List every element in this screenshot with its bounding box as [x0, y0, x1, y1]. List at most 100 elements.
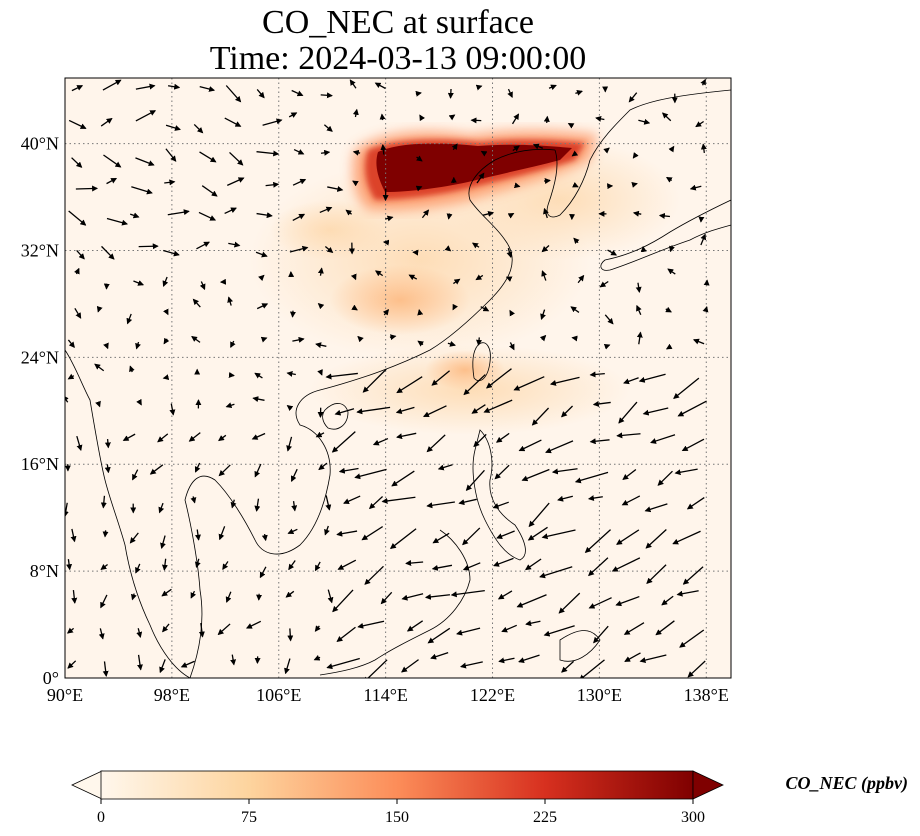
wind-arrow — [190, 496, 197, 504]
wind-arrow — [245, 620, 262, 629]
wind-arrow — [655, 620, 675, 636]
wind-arrow — [287, 628, 294, 642]
wind-arrow — [71, 157, 83, 168]
wind-arrow — [199, 85, 216, 92]
wind-arrow — [133, 280, 145, 286]
wind-arrow — [561, 660, 575, 673]
wind-arrow — [255, 251, 268, 258]
longitude-tick-label: 90°E — [47, 685, 83, 705]
latitude-tick-label: 40°N — [21, 134, 59, 154]
wind-arrow — [592, 400, 611, 407]
co-plume-core — [376, 143, 572, 192]
colorbar-extend-max — [692, 770, 724, 800]
latitude-tick-label: 32°N — [21, 240, 59, 260]
wind-arrow — [604, 314, 614, 325]
wind-arrow — [162, 623, 170, 633]
wind-arrow — [700, 233, 707, 246]
wind-arrow — [317, 302, 325, 310]
wind-arrow — [224, 117, 242, 127]
wind-arrow — [650, 434, 676, 444]
wind-arrow — [578, 659, 605, 678]
wind-arrow — [544, 177, 551, 184]
coastline-japan — [600, 199, 731, 271]
wind-arrow — [485, 368, 512, 389]
wind-arrow — [689, 184, 702, 191]
coastline-borneo — [319, 529, 471, 676]
wind-arrow — [67, 373, 75, 380]
wind-arrow — [71, 590, 78, 604]
wind-arrow — [292, 336, 305, 343]
wind-arrow — [532, 143, 544, 150]
wind-arrow — [162, 276, 169, 287]
wind-arrow — [470, 117, 482, 124]
wind-arrow — [640, 245, 647, 253]
wind-arrow — [265, 181, 280, 188]
wind-arrow — [102, 79, 122, 91]
wind-arrow — [106, 177, 118, 185]
wind-arrow — [292, 178, 307, 186]
wind-arrow — [471, 404, 486, 414]
wind-arrow — [501, 624, 517, 633]
wind-arrow — [256, 150, 280, 157]
wind-arrow — [68, 210, 87, 226]
wind-arrow — [199, 281, 206, 291]
wind-arrow — [352, 149, 361, 156]
wind-arrow — [636, 304, 642, 316]
wind-arrow — [507, 88, 513, 99]
wind-arrow — [167, 209, 190, 216]
wind-arrow — [458, 498, 477, 506]
wind-arrow — [374, 82, 386, 90]
wind-arrow — [349, 79, 357, 89]
coastline-sulawesi — [559, 630, 601, 662]
wind-arrow — [289, 245, 309, 253]
wind-arrow — [67, 339, 75, 349]
coastline-taiwan — [472, 342, 491, 382]
wind-arrow — [290, 468, 298, 483]
wind-arrow — [427, 627, 451, 644]
wind-arrow — [103, 154, 122, 168]
wind-arrow — [446, 213, 453, 220]
wind-arrow — [191, 335, 201, 343]
wind-arrow — [98, 628, 105, 640]
wind-arrow — [543, 207, 549, 219]
wind-arrow — [541, 270, 547, 281]
wind-arrow — [471, 242, 480, 249]
wind-arrow — [632, 152, 639, 159]
wind-arrow — [129, 212, 140, 219]
wind-arrow — [543, 115, 550, 123]
wind-arrow — [681, 438, 705, 452]
wind-arrow — [136, 398, 142, 406]
wind-arrow — [497, 590, 513, 600]
wind-arrow — [286, 405, 294, 412]
wind-arrow — [642, 407, 669, 416]
wind-arrow — [161, 558, 168, 571]
wind-arrow — [256, 89, 265, 99]
wind-arrow — [163, 337, 170, 345]
wind-arrow — [362, 368, 387, 393]
wind-arrow — [95, 400, 101, 408]
wind-arrow — [258, 274, 265, 282]
wind-arrow — [505, 276, 513, 282]
wind-arrow — [286, 436, 293, 452]
wind-arrow — [495, 432, 510, 443]
wind-arrow — [149, 464, 164, 475]
wind-arrow — [389, 528, 417, 550]
wind-arrow — [169, 403, 176, 416]
latitude-tick-labels: 0° 8°N 16°N 24°N 32°N 40°N — [21, 134, 59, 688]
wind-arrow — [317, 369, 323, 376]
wind-arrow — [198, 211, 217, 221]
longitude-tick-labels: 90°E 98°E 106°E 114°E 122°E 130°E 138°E — [47, 685, 729, 705]
wind-arrow — [450, 590, 485, 598]
wind-arrow — [561, 405, 574, 418]
wind-arrow — [327, 589, 334, 604]
wind-arrow — [188, 432, 201, 442]
wind-arrow — [293, 148, 305, 155]
wind-arrow — [672, 530, 701, 545]
wind-vectors — [65, 78, 710, 678]
wind-arrow — [589, 371, 605, 378]
latitude-tick-label: 24°N — [21, 347, 59, 367]
wind-arrow — [193, 123, 204, 134]
wind-arrow — [135, 563, 141, 574]
wind-arrow — [284, 658, 291, 675]
wind-arrow — [345, 209, 353, 216]
